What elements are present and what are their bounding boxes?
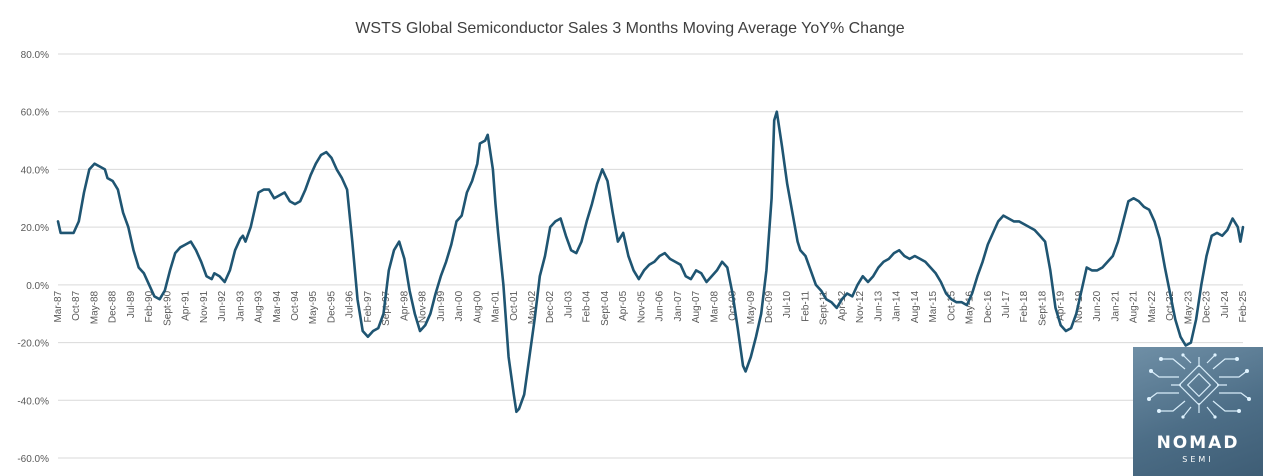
x-tick-label: Oct-22 — [1165, 290, 1176, 320]
x-tick-label: Jul-89 — [126, 290, 137, 318]
x-tick-label: Dec-88 — [108, 290, 119, 323]
x-tick-label: Apr-91 — [181, 290, 192, 320]
x-tick-label: Feb-18 — [1019, 290, 1030, 322]
x-tick-label: Nov-12 — [855, 290, 866, 323]
x-tick-label: Jul-17 — [1001, 290, 1012, 318]
x-tick-label: Jan-14 — [892, 290, 903, 321]
x-tick-label: Feb-11 — [800, 290, 811, 321]
x-tick-label: Dec-09 — [764, 290, 775, 323]
x-tick-label: Aug-00 — [472, 290, 483, 323]
x-tick-label: Mar-15 — [928, 290, 939, 322]
y-tick-label: 0.0% — [26, 281, 49, 292]
x-tick-label: Mar-08 — [709, 290, 720, 322]
x-tick-label: May-23 — [1183, 290, 1194, 324]
logo-wordmark: NOMAD — [1156, 433, 1240, 453]
x-tick-label: Mar-01 — [491, 290, 502, 322]
x-tick-label: Jun-92 — [217, 290, 228, 321]
x-tick-label: Dec-16 — [983, 290, 994, 323]
x-tick-label: Sept-97 — [381, 290, 392, 325]
x-tick-label: Aug-07 — [691, 290, 702, 323]
x-tick-label: Dec-95 — [326, 290, 337, 323]
y-tick-label: 60.0% — [21, 108, 49, 119]
x-tick-label: Jun-06 — [655, 290, 666, 321]
y-tick-label: -20.0% — [17, 339, 49, 350]
x-tick-label: Dec-02 — [545, 290, 556, 323]
x-tick-label: Feb-25 — [1238, 290, 1249, 322]
y-tick-label: 20.0% — [21, 223, 49, 234]
x-tick-label: Mar-22 — [1147, 290, 1158, 322]
x-tick-label: Nov-98 — [418, 290, 429, 323]
x-tick-label: Apr-12 — [837, 290, 848, 320]
y-tick-label: -40.0% — [17, 396, 49, 407]
x-tick-label: Apr-98 — [399, 290, 410, 320]
x-tick-label: Oct-94 — [290, 290, 301, 320]
nomad-semi-logo: NOMAD SEMI — [1133, 347, 1263, 476]
x-tick-label: Jul-03 — [563, 290, 574, 318]
x-tick-label: Jun-99 — [436, 290, 447, 321]
x-tick-label: Aug-93 — [254, 290, 265, 323]
chip-circuit-icon — [1147, 353, 1251, 419]
gridlines — [58, 53, 1243, 459]
x-tick-label: Jan-07 — [673, 290, 684, 321]
x-tick-label: Sept-04 — [600, 290, 611, 325]
x-tick-label: Jun-20 — [1092, 290, 1103, 321]
chart-title: WSTS Global Semiconductor Sales 3 Months… — [355, 20, 904, 37]
x-tick-label: Feb-90 — [144, 290, 155, 322]
y-axis-tick-labels: -60.0% -40.0% -20.0% 0.0% 20.0% 40.0% 60.0% 80.… — [17, 50, 49, 465]
series-line — [56, 110, 1245, 414]
x-tick-label: May-16 — [965, 290, 976, 324]
x-tick-label: Nov-05 — [636, 290, 647, 323]
series-layer — [56, 110, 1245, 414]
x-tick-label: Apr-05 — [618, 290, 629, 320]
x-tick-label: May-02 — [527, 290, 538, 324]
x-tick-label: Jan-21 — [1110, 290, 1121, 321]
x-tick-label: Jan-93 — [235, 290, 246, 321]
x-tick-label: Mar-87 — [53, 290, 64, 322]
x-tick-label: Nov-19 — [1074, 290, 1085, 323]
x-tick-label: Oct-87 — [71, 290, 82, 320]
x-tick-label: Aug-14 — [910, 290, 921, 323]
x-tick-label: Jul-10 — [782, 290, 793, 318]
x-tick-label: Apr-19 — [1056, 290, 1067, 320]
x-tick-label: May-09 — [746, 290, 757, 324]
x-tick-label: Jul-96 — [345, 290, 356, 318]
x-tick-label: Nov-91 — [199, 290, 210, 323]
x-tick-label: Sept-18 — [1037, 290, 1048, 325]
x-tick-label: Oct-15 — [946, 290, 957, 320]
x-tick-label: May-95 — [308, 290, 319, 324]
x-tick-label: Feb-04 — [582, 290, 593, 322]
x-tick-label: Dec-23 — [1202, 290, 1213, 323]
y-tick-label: 40.0% — [21, 165, 49, 176]
x-tick-label: Jul-24 — [1220, 290, 1231, 318]
x-tick-label: May-88 — [89, 290, 100, 324]
x-tick-label: Jan-00 — [454, 290, 465, 321]
y-tick-label: -60.0% — [17, 454, 49, 465]
logo-subword: SEMI — [1182, 455, 1214, 464]
x-tick-label: Aug-21 — [1129, 290, 1140, 323]
y-tick-label: 80.0% — [21, 50, 49, 61]
x-axis-tick-labels: Mar-87 Oct-87 May-88 Dec-88 Jul-89 Feb-90 Sept… — [53, 290, 1249, 325]
x-tick-label: Sept-90 — [162, 290, 173, 325]
x-tick-label: Sept-11 — [819, 290, 830, 325]
x-tick-label: Mar-94 — [272, 290, 283, 322]
x-tick-label: Feb-97 — [363, 290, 374, 322]
x-tick-label: Oct-01 — [509, 290, 520, 320]
x-tick-label: Jun-13 — [873, 290, 884, 321]
